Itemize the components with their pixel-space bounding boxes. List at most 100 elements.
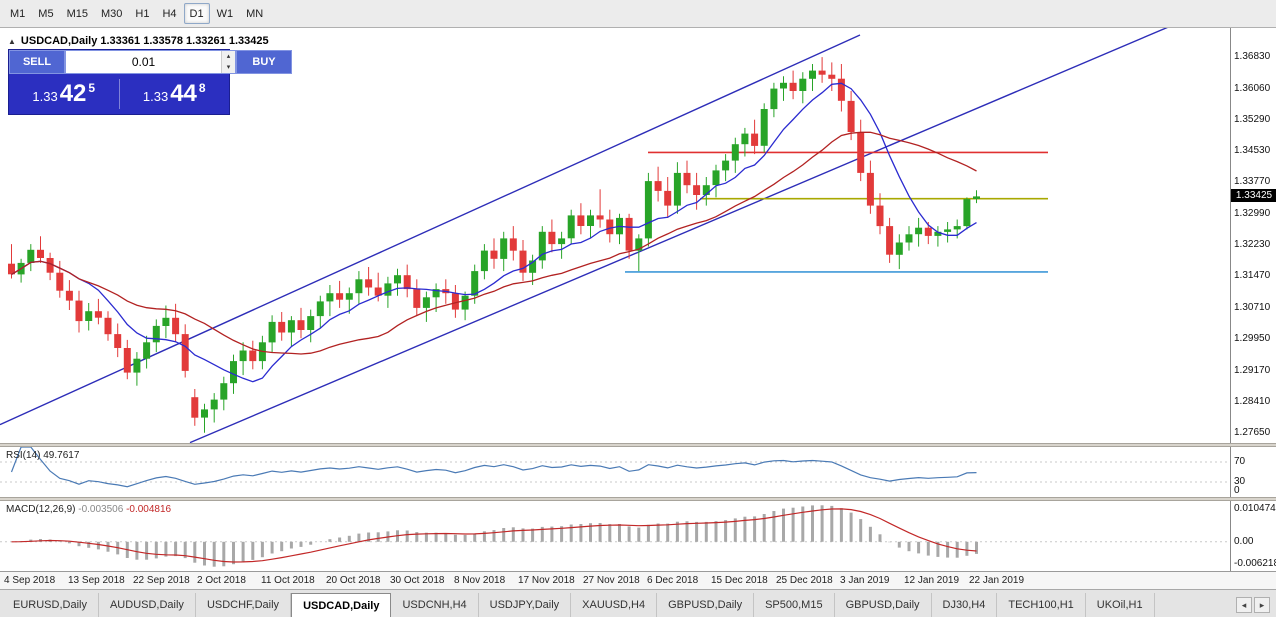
price-scale: 1.33425 1.36830 1.36060 1.35290 1.34530 1.33…: [1230, 28, 1276, 443]
trendlines[interactable]: [0, 28, 1229, 443]
chart-tab-gbpusd[interactable]: GBPUSD,Daily: [657, 593, 755, 617]
price-scale-label: 1.33770: [1234, 176, 1271, 187]
timeframe-button-h1[interactable]: H1: [135, 7, 150, 20]
macd-chart: [0, 505, 1229, 567]
candlestick-chart[interactable]: [0, 28, 1229, 443]
chart-tab-tech100[interactable]: TECH100,H1: [997, 593, 1086, 617]
chart-tab-xauusd[interactable]: XAUUSD,H4: [571, 593, 658, 617]
timeframe-button-h4[interactable]: H4: [162, 7, 177, 20]
macd-scale: 0.010474 0.00 -0.006218: [1230, 501, 1276, 571]
date-axis-label: 12 Jan 2019: [904, 575, 960, 586]
date-axis: 4 Sep 2018 13 Sep 2018 22 Sep 2018 2 Oct 20…: [0, 571, 1276, 589]
volume-control[interactable]: ▴ ▾: [65, 50, 236, 74]
price-scale-label: 1.31470: [1234, 270, 1271, 281]
macd-scale-label: 0.00: [1234, 536, 1254, 547]
rsi-scale-label: 0: [1234, 485, 1240, 496]
date-axis-label: 3 Jan 2019: [840, 575, 890, 586]
date-axis-label: 30 Oct 2018: [390, 575, 445, 586]
buy-price-pips: 44: [170, 80, 197, 107]
ma-slow-line: [11, 131, 977, 355]
tab-scroll-left-button[interactable]: ◂: [1236, 597, 1252, 613]
price-scale-label: 1.29170: [1234, 365, 1271, 376]
rsi-label: RSI(14) 49.7617: [6, 450, 79, 461]
macd-scale-label: -0.006218: [1234, 558, 1276, 569]
macd-signal-line: [11, 508, 977, 563]
chart-tab-usdchf[interactable]: USDCHF,Daily: [196, 593, 292, 617]
chart-tabs: EURUSD,Daily AUDUSD,Daily USDCHF,Daily USDC…: [2, 593, 1230, 617]
volume-decrease-button[interactable]: ▾: [222, 62, 235, 73]
chart-tab-audusd[interactable]: AUDUSD,Daily: [99, 593, 196, 617]
macd-histogram: [19, 505, 978, 567]
timeframe-button-w1[interactable]: W1: [216, 7, 234, 20]
chart-title-text: USDCAD,Daily 1.33361 1.33578 1.33261 1.3…: [20, 35, 269, 47]
date-axis-label: 4 Sep 2018: [4, 575, 56, 586]
timeframe-button-m30[interactable]: M30: [100, 7, 123, 20]
macd-signal-value: -0.004816: [126, 504, 172, 515]
sell-price[interactable]: 1.33 42 5: [9, 81, 119, 106]
price-scale-label: 1.29950: [1234, 333, 1271, 344]
tab-scroll-right-button[interactable]: ▸: [1254, 597, 1270, 613]
macd-label: MACD(12,26,9) -0.003506 -0.004816: [6, 504, 171, 515]
volume-input[interactable]: [66, 51, 221, 73]
rsi-value: 49.7617: [43, 450, 80, 461]
timeframe-button-mn[interactable]: MN: [246, 7, 264, 20]
buy-price[interactable]: 1.33 44 8: [120, 80, 230, 107]
pane-splitter[interactable]: [0, 497, 1276, 501]
price-scale-label: 1.27650: [1234, 427, 1271, 438]
sell-button[interactable]: SELL: [9, 50, 65, 74]
rsi-scale-label: 70: [1234, 456, 1246, 467]
date-axis-label: 13 Sep 2018: [68, 575, 125, 586]
price-scale-label: 1.28410: [1234, 396, 1271, 407]
chart-tab-sp500[interactable]: SP500,M15: [754, 593, 835, 617]
date-axis-label: 25 Dec 2018: [776, 575, 833, 586]
timeframe-button-d1[interactable]: D1: [183, 3, 210, 24]
date-axis-label: 22 Sep 2018: [133, 575, 190, 586]
date-axis-label: 20 Oct 2018: [326, 575, 381, 586]
price-scale-label: 1.36830: [1234, 51, 1271, 62]
pane-splitter[interactable]: [0, 443, 1276, 447]
timeframe-toolbar: M1 M5 M15 M30 H1 H4 D1 W1 MN: [0, 0, 1276, 28]
rsi-scale-label: 30: [1234, 476, 1246, 487]
tab-scroll-arrows: ◂ ▸: [1230, 597, 1276, 617]
chart-tab-usdcnh[interactable]: USDCNH,H4: [391, 593, 479, 617]
macd-main-value: -0.003506: [78, 504, 124, 515]
timeframe-button-m1[interactable]: M1: [10, 7, 26, 20]
chart-tab-gbpusd[interactable]: GBPUSD,Daily: [835, 593, 932, 617]
volume-increase-button[interactable]: ▴: [222, 51, 235, 62]
date-axis-label: 27 Nov 2018: [583, 575, 640, 586]
buy-button[interactable]: BUY: [236, 50, 292, 74]
date-axis-label: 6 Dec 2018: [647, 575, 699, 586]
macd-name: MACD(12,26,9): [6, 504, 76, 515]
price-divider: [118, 79, 120, 109]
price-scale-label: 1.32990: [1234, 208, 1271, 219]
chart-tab-usdcad[interactable]: USDCAD,Daily: [291, 593, 392, 617]
rsi-name: RSI(14): [6, 450, 41, 461]
timeframe-button-m15[interactable]: M15: [66, 7, 88, 20]
macd-indicator-pane[interactable]: MACD(12,26,9) -0.003506 -0.004816 0.0104…: [0, 501, 1276, 571]
macd-scale-label: 0.010474: [1234, 503, 1276, 514]
chart-tab-ukoil[interactable]: UKOil,H1: [1086, 593, 1155, 617]
chart-tab-bar: EURUSD,Daily AUDUSD,Daily USDCHF,Daily USDC…: [0, 589, 1276, 617]
price-scale-label: 1.32230: [1234, 239, 1271, 250]
chart-window: ▲ USDCAD,Daily 1.33361 1.33578 1.33261 1…: [0, 28, 1276, 617]
price-scale-label: 1.35290: [1234, 114, 1271, 125]
rsi-scale: 70 30 0: [1230, 447, 1276, 497]
chart-tab-usdjpy[interactable]: USDJPY,Daily: [479, 593, 572, 617]
date-axis-label: 8 Nov 2018: [454, 575, 506, 586]
sell-price-prefix: 1.33: [32, 89, 58, 104]
rsi-line: [10, 447, 977, 488]
price-scale-label: 1.34530: [1234, 145, 1271, 156]
date-axis-label: 17 Nov 2018: [518, 575, 575, 586]
main-chart-pane[interactable]: ▲ USDCAD,Daily 1.33361 1.33578 1.33261 1…: [0, 28, 1276, 443]
rsi-indicator-pane[interactable]: RSI(14) 49.7617 70 30 0: [0, 447, 1276, 497]
chart-tab-eurusd[interactable]: EURUSD,Daily: [2, 593, 99, 617]
date-axis-label: 2 Oct 2018: [197, 575, 246, 586]
rsi-chart: [0, 447, 1229, 488]
date-axis-label: 22 Jan 2019: [969, 575, 1025, 586]
chart-tab-dj30[interactable]: DJ30,H4: [932, 593, 998, 617]
horizontal-level-lines[interactable]: [625, 151, 1048, 273]
timeframe-button-m5[interactable]: M5: [38, 7, 54, 20]
price-scale-label: 1.30710: [1234, 302, 1271, 313]
one-click-panel-toggle-icon[interactable]: ▲: [8, 36, 16, 46]
